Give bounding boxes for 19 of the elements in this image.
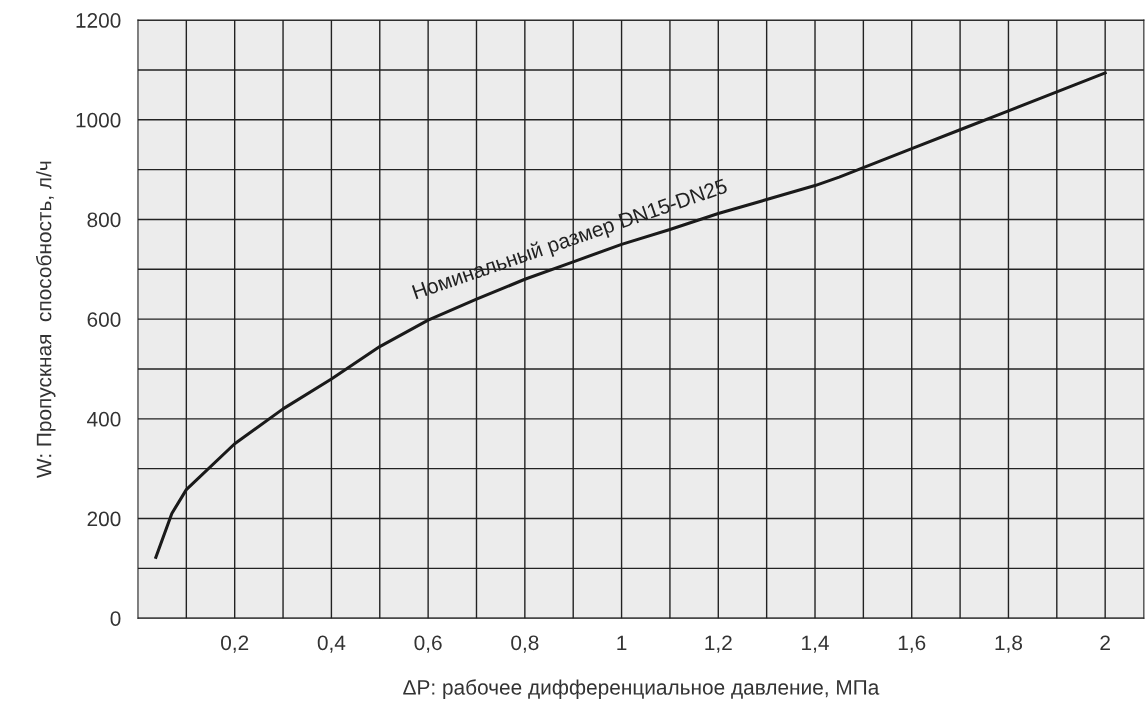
x-tick-label: 0,4 [317,635,346,653]
y-tick-label: 400 [87,411,121,427]
y-tick-label: 200 [87,511,121,527]
y-tick-label: 600 [87,312,121,327]
x-tick-label: 1,8 [995,635,1023,653]
y-tick-label: 1200 [76,13,121,28]
y-tick-label: 1000 [76,112,121,128]
x-axis-title: ΔP: рабочее дифференциальное давление, МПа [403,679,880,699]
x-tick-label: 0,6 [414,635,442,653]
x-tick-label: 1,4 [802,635,829,653]
x-tick-label: 1 [617,635,627,650]
x-tick-label: 0,8 [511,635,539,653]
x-tick-label: 0,2 [221,635,249,653]
y-tick-label: 0 [110,611,121,626]
x-tick-label: 2 [1100,635,1110,650]
y-tick-label: 800 [87,212,121,228]
y-axis-title: W: Пропускная способность, л/ч [35,161,56,478]
x-tick-label: 1,6 [898,635,926,653]
x-tick-label: 1,2 [705,635,732,653]
